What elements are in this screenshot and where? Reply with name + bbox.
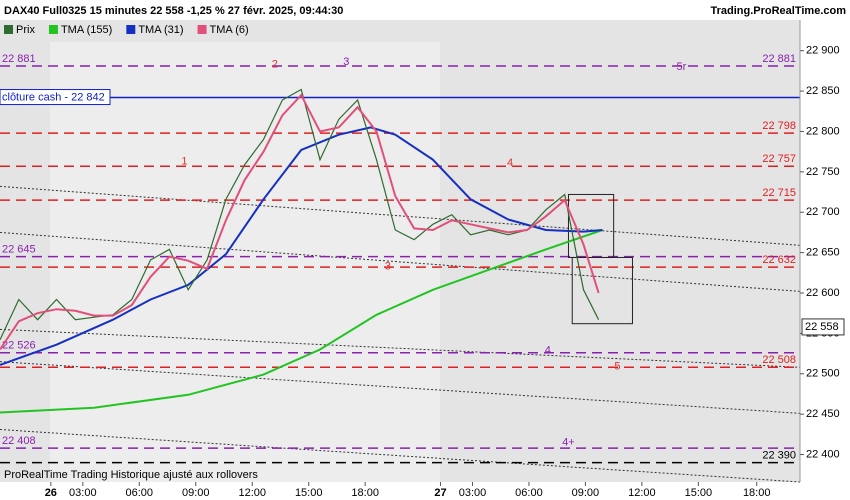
annotation: 2 [272,58,278,70]
x-tick-label: 06:00 [515,487,543,499]
legend-label: Prix [16,24,35,36]
legend-swatch [197,25,207,34]
x-tick-label: 18:00 [351,487,379,499]
trendline [0,328,801,368]
x-tick-label: 15:00 [295,487,323,499]
x-tick-label: 03:00 [459,487,487,499]
x-tick-label: 03:00 [69,487,97,499]
level-left-label: 22 408 [2,435,36,447]
annotation: 5r [677,61,687,73]
y-tick-label: 22 800 [806,125,840,137]
footer: ProRealTime Trading Historique ajusté au… [4,469,258,481]
level-label: 22 881 [762,53,796,65]
series-line [0,126,603,366]
y-tick-label: 22 700 [806,206,840,218]
level-left-label: 22 881 [2,53,36,65]
x-tick-label: 12:00 [628,487,656,499]
y-tick-label: 22 450 [806,408,840,420]
y-tick-label: 22 850 [806,85,840,97]
x-tick-label: 27 [434,487,446,499]
level-label: 22 390 [762,450,796,462]
plot: 22 881 22 881 clôture cash - 22 842 22 798 2… [0,53,801,483]
y-tick-label: 22 600 [806,287,840,299]
x-tick-label: 26 [45,487,57,499]
level-left-label: 22 526 [2,340,36,352]
level-label: 22 632 [762,254,796,266]
session-band [50,42,440,482]
box [571,256,633,325]
legend-label: TMA (155) [61,24,112,36]
x-tick-label: 18:00 [743,487,771,499]
chart-title: DAX40 Full0325 15 minutes 22 558 -1,25 %… [4,5,343,17]
trendline [0,361,801,414]
annotation: 4 [545,344,551,356]
x-tick-label: 12:00 [238,487,266,499]
level-label-box [0,89,111,106]
annotation: 4+ [562,436,575,448]
y-tick-label: 22 500 [806,368,840,380]
x-tick-label: 09:00 [182,487,210,499]
level-label: 22 508 [762,354,796,366]
annotation: 3 [343,56,349,68]
source: Trading.ProRealTime.com [710,5,846,17]
y-tick-label: 22 900 [806,45,840,57]
level-left-label: clôture cash - 22 842 [2,91,105,103]
annotation: 5 [614,360,620,372]
level-left-label: 22 645 [2,244,36,256]
series-line [0,93,600,351]
legend-swatch [126,25,136,34]
level-label: 22 798 [762,120,796,132]
legend-label: TMA (31) [138,24,183,36]
x-tick-label: 06:00 [126,487,154,499]
annotation: 1 [181,155,187,167]
legend-swatch [48,25,58,34]
legend-swatch [4,25,13,34]
annotation: 4 [507,157,513,169]
level-label: 22 715 [762,187,796,199]
x-tick-label: 09:00 [572,487,600,499]
y-tick-label: 22 750 [806,166,840,178]
legend-label: TMA (6) [210,24,249,36]
trendline [0,429,801,483]
annotation: 3 [385,260,391,272]
series-line [0,229,603,414]
last-price-box [801,318,845,336]
y-tick-label: 22 650 [806,247,840,259]
trendline [0,185,801,246]
level-label: 22 757 [762,153,796,165]
x-tick-label: 15:00 [685,487,713,499]
last-price-label: 22 558 [805,321,839,333]
y-tick-label: 22 400 [806,448,840,460]
trendline [0,231,801,292]
